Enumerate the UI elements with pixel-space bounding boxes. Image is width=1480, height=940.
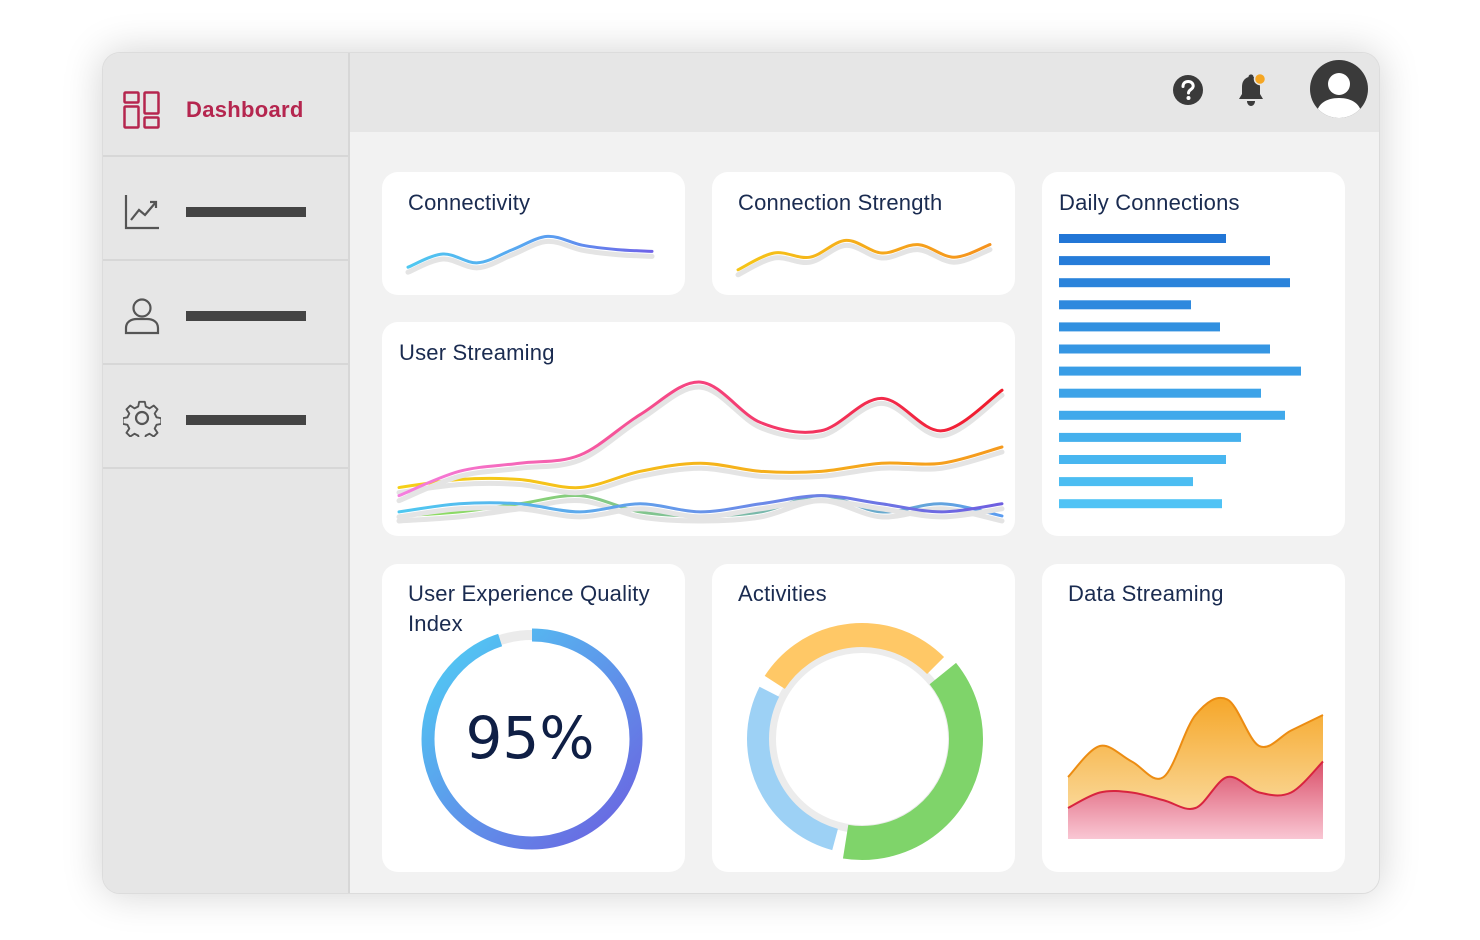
app-window: Dashboard (102, 52, 1380, 894)
dashboard-grid-icon (123, 91, 161, 129)
ux-quality-value: 95% (465, 704, 595, 772)
series-line-connectivity (406, 234, 654, 269)
bar-2 (1059, 256, 1270, 266)
bar-6 (1059, 344, 1270, 354)
card-title: Connection Strength (738, 190, 943, 215)
bar-4 (1059, 300, 1191, 310)
sidebar: Dashboard (103, 53, 350, 893)
user-streaming-card[interactable]: User Streaming (382, 322, 1015, 536)
card-title: Data Streaming (1068, 581, 1224, 606)
user-avatar-icon[interactable] (1310, 60, 1368, 118)
area-line-1 (1067, 696, 1324, 780)
bar-7 (1059, 366, 1301, 376)
ring-progress (421, 628, 643, 850)
top-bar (350, 53, 1379, 132)
dashboard-main: Connectivity Connection Strength (350, 132, 1379, 893)
notification-badge (1253, 73, 1267, 86)
daily-connections-card[interactable]: Daily Connections (1042, 172, 1345, 536)
data-streaming-area-chart (1067, 696, 1324, 839)
card-title: Connectivity (408, 190, 531, 215)
sidebar-item-users[interactable] (103, 261, 350, 365)
bar-8 (1059, 388, 1261, 398)
data-streaming-card[interactable]: Data Streaming (1042, 564, 1345, 872)
ux-quality-ring-chart (421, 628, 643, 850)
trend-chart-icon (123, 193, 161, 231)
daily-connections-bar-chart (1059, 234, 1301, 509)
bell-icon[interactable] (1234, 73, 1268, 109)
connection-strength-sparkline (735, 238, 993, 278)
activities-donut-chart (741, 617, 983, 860)
connection-strength-card[interactable]: Connection Strength (712, 172, 1015, 295)
series-line-3-shadow (396, 498, 1005, 520)
series-line-connection-strength-shadow (735, 242, 993, 278)
bar-10 (1059, 432, 1241, 442)
bar-1 (1059, 234, 1226, 243)
user-streaming-line-chart (396, 380, 1005, 524)
card-title: Daily Connections (1059, 190, 1240, 215)
card-title: Activities (738, 581, 827, 606)
sidebar-item-label: Dashboard (186, 97, 304, 122)
series-line-connection-strength (736, 238, 992, 272)
series-line-2 (397, 445, 1004, 490)
question-circle-icon[interactable] (1172, 74, 1204, 106)
sidebar-item-settings[interactable] (103, 365, 350, 469)
bar-5 (1059, 322, 1220, 332)
ux-quality-card[interactable]: User Experience Quality Index 95% (382, 564, 685, 872)
series-line-3 (397, 494, 1004, 514)
connectivity-card[interactable]: Connectivity (382, 172, 685, 295)
card-title: User Streaming (399, 340, 555, 365)
bar-3 (1059, 278, 1290, 288)
donut-slice-2 (746, 623, 978, 855)
card-title: User Experience Quality Index (408, 581, 650, 636)
series-line-1 (397, 380, 1004, 498)
sidebar-item-placeholder-bar (186, 415, 306, 425)
bar-9 (1059, 410, 1285, 420)
area-fill-2 (1068, 761, 1323, 839)
activities-card[interactable]: Activities (712, 564, 1015, 872)
series-line-2-shadow (396, 449, 1005, 496)
sidebar-item-dashboard[interactable]: Dashboard (103, 53, 350, 157)
sidebar-item-placeholder-bar (186, 311, 306, 321)
connectivity-sparkline (405, 234, 655, 275)
sidebar-item-analytics[interactable] (103, 157, 350, 261)
series-line-4-shadow (396, 498, 1005, 524)
sidebar-item-placeholder-bar (186, 207, 306, 217)
bar-13 (1059, 499, 1222, 509)
series-line-connectivity-shadow (405, 238, 655, 275)
bar-11 (1059, 455, 1226, 464)
gear-icon (123, 399, 161, 437)
series-line-1-shadow (396, 384, 1005, 504)
area-line-2 (1067, 760, 1324, 810)
user-icon (123, 297, 161, 335)
bar-12 (1059, 477, 1193, 487)
